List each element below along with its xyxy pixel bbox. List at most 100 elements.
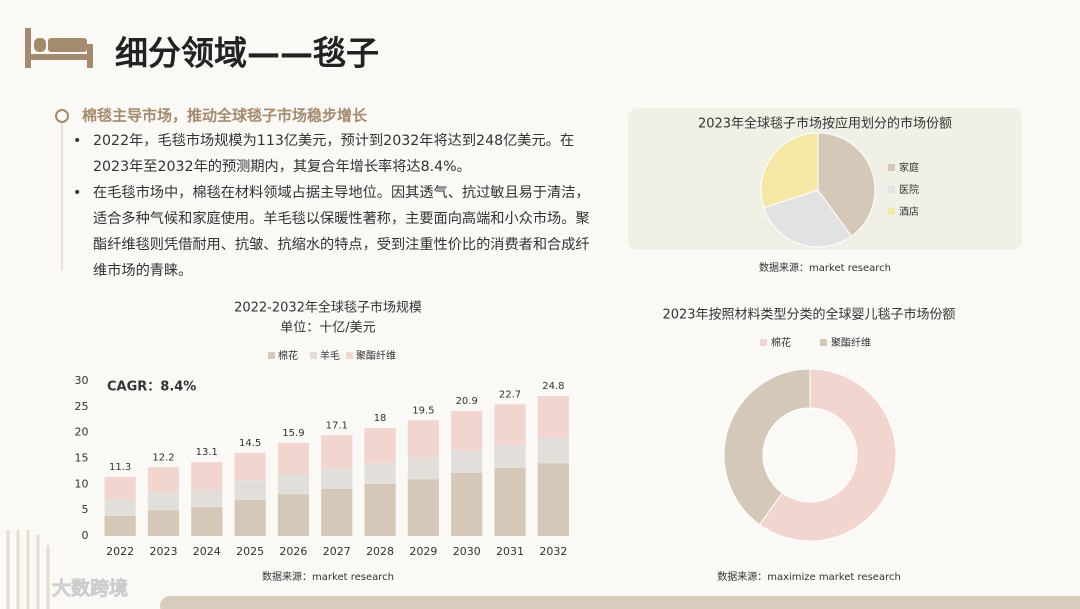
legend-swatch [888,208,895,215]
bar-segment [277,494,310,536]
bullet: 在毛毯市场中，棉毯在材料领域占据主导地位。因其透气、抗过敏且易于清洁，适合多种气… [73,180,598,284]
legend-label: 医院 [899,183,919,196]
legend-swatch [346,352,353,359]
x-tick-label: 2030 [453,545,481,558]
footer-band [160,596,1080,609]
chart-title: 2022-2032年全球毯子市场规模 [234,300,422,316]
y-tick-label: 25 [75,400,89,413]
bar-segment [147,492,180,511]
slice [760,132,819,209]
total-label: 24.8 [542,381,564,392]
legend-swatch [268,352,275,359]
source: 数据来源：maximize market research [717,570,901,583]
bar-segment [104,477,136,499]
bullets: 2022年，毛毯市场规模为113亿美元，预计到2032年将达到248亿美元。在2… [73,128,598,284]
total-label: 18 [374,413,387,424]
legend-swatch [310,352,317,359]
x-tick-label: 2027 [323,545,351,558]
total-label: 11.3 [109,462,131,473]
bar-segment [494,467,526,536]
total-label: 13.1 [196,447,218,458]
bar-segment [364,483,396,536]
bar-segment [537,437,569,464]
y-tick-label: 20 [75,426,89,439]
total-label: 12.2 [152,452,174,463]
bar-segment [147,510,180,536]
y-tick-label: 15 [75,452,89,465]
total-label: 22.7 [499,389,521,400]
source: 数据来源：market research [262,570,394,583]
x-tick-label: 2031 [496,545,524,558]
bar-segment [234,452,266,481]
legend-label: 棉花 [278,349,298,362]
bar-segment [537,463,569,536]
legend-label: 酒店 [899,205,919,218]
bed-icon [25,28,93,68]
bullet: 2022年，毛毯市场规模为113亿美元，预计到2032年将达到248亿美元。在2… [73,128,598,180]
x-tick-label: 2023 [149,545,177,558]
logo: 大数跨境 [52,577,128,600]
bar-segment [407,479,439,536]
bar-segment [191,462,223,489]
legend-label: 家庭 [899,161,919,174]
source: 数据来源：market research [759,261,891,274]
slice [758,368,897,542]
bar-segment [191,507,223,536]
chart-subtitle: 单位：十亿/美元 [280,321,375,336]
bar-segment [104,515,136,536]
slice [817,132,876,237]
total-label: 17.1 [326,420,348,431]
annotation: CAGR：8.4% [107,380,196,395]
legend-swatch [888,164,895,171]
x-tick-label: 2028 [366,545,394,558]
legend-label: 聚酯纤维 [356,349,396,362]
y-tick-label: 0 [82,529,89,542]
y-tick-label: 10 [75,477,89,490]
total-label: 19.5 [412,405,434,416]
total-label: 15.9 [282,428,304,439]
x-tick-label: 2029 [409,545,437,558]
section-dot [55,109,69,123]
bar-segment [147,467,180,493]
bar-segment [537,395,569,438]
bar-segment [407,420,439,457]
legend-label: 棉花 [771,336,791,349]
x-tick-label: 2032 [539,545,567,558]
legend-swatch [888,186,895,193]
x-tick-label: 2024 [193,545,221,558]
y-tick-label: 5 [82,503,89,516]
y-tick-label: 30 [75,374,89,387]
bar-segment [321,468,353,489]
section-heading: 棉毯主导市场，推动全球毯子市场稳步增长 [82,107,368,125]
slice [763,189,853,248]
total-label: 14.5 [239,438,261,449]
bar-segment [234,480,266,500]
bar-segment [494,445,526,468]
chart-title: 2023年全球毯子市场按应用划分的市场份额 [698,116,952,132]
legend-swatch [820,339,827,346]
bar-segment [234,499,266,536]
legend-label: 聚酯纤维 [831,336,871,349]
legend-swatch [760,339,767,346]
bar-segment [321,488,353,536]
bar-segment [451,450,483,473]
bar-segment [364,428,396,464]
bar-segment [451,410,483,451]
bar-segment [104,498,136,516]
x-tick-label: 2026 [279,545,307,558]
x-tick-label: 2025 [236,545,264,558]
stripes [6,530,50,609]
slice [723,368,811,526]
bar-segment [191,488,223,508]
bar-segment [321,435,353,469]
x-tick-label: 2022 [106,545,134,558]
title: 细分领域——毯子 [115,34,379,73]
total-label: 20.9 [456,396,478,407]
legend-label: 羊毛 [320,349,340,362]
bar-segment [451,472,483,536]
chart-title: 2023年按照材料类型分类的全球婴儿毯子市场份额 [662,307,955,323]
bar-segment [364,463,396,484]
bar-segment [407,456,439,480]
